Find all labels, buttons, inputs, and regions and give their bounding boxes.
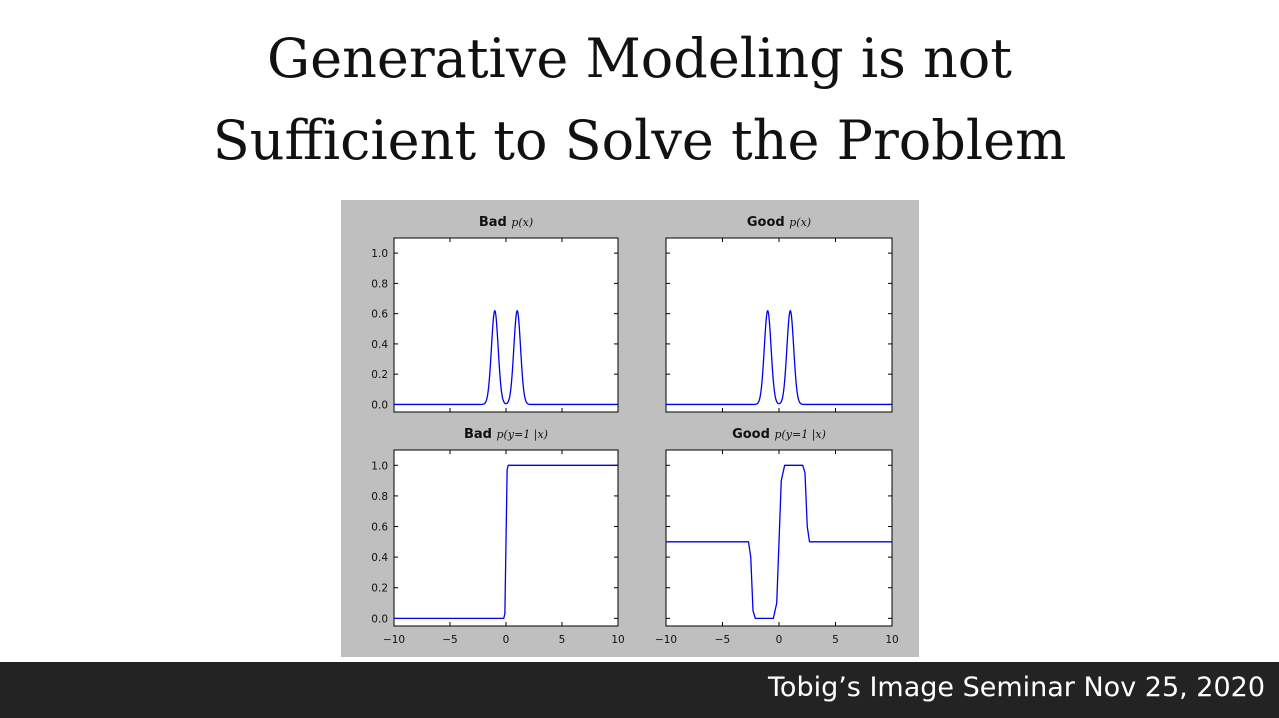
x-tick-label: 0: [503, 634, 510, 646]
y-tick-label: 0.8: [371, 491, 388, 503]
y-tick-label: 1.0: [371, 460, 388, 472]
chart-title-math: p(y=1 |x): [774, 428, 825, 442]
chart-title: Bad p(x): [479, 215, 533, 230]
plot-area: [665, 237, 893, 413]
plot-area: [393, 237, 619, 413]
chart-figure: Bad p(x) 1.0 0.8 0.6 0.4 0.2 0.0 Good p(x) Bad p…: [341, 200, 919, 657]
x-tick-label: 0: [776, 634, 783, 646]
chart-title: Good p(y=1 |x): [732, 427, 826, 442]
chart-title: Bad p(y=1 |x): [464, 427, 548, 442]
series-line-1: [394, 464, 618, 619]
x-tick-label: −10: [383, 634, 405, 646]
series-line-1: [666, 464, 892, 619]
chart-title: Good p(x): [747, 215, 811, 230]
y-tick-label: 1.0: [371, 248, 388, 260]
y-tick-label: 0.0: [371, 613, 388, 625]
chart-panel-2: Good p(x): [665, 215, 893, 413]
y-tick-label: 0.2: [371, 369, 388, 381]
chart-title-prefix: Good: [732, 427, 774, 442]
y-tick-label: 0.0: [371, 399, 388, 411]
chart-title-math: p(y=1 |x): [497, 428, 548, 442]
chart-title-prefix: Bad: [464, 427, 497, 442]
footer-text: Tobig’s Image Seminar Nov 25, 2020: [768, 672, 1265, 703]
y-tick-label: 0.6: [371, 522, 388, 534]
y-tick-label: 0.6: [371, 309, 388, 321]
chart-title-math: p(x): [511, 216, 533, 229]
slide-title-line-1: Generative Modeling is not: [267, 27, 1012, 90]
series-line-1: [393, 309, 619, 406]
y-tick-label: 0.2: [371, 583, 388, 595]
x-tick-label: 10: [611, 634, 624, 646]
y-tick-label: 0.4: [371, 552, 388, 564]
chart-panel-4: Good p(y=1 |x) −10 −5 0 5 10: [655, 427, 899, 646]
x-tick-label: −5: [715, 634, 730, 646]
slide-title-line-2: Sufficient to Solve the Problem: [212, 109, 1067, 172]
x-tick-label: −5: [442, 634, 457, 646]
chart-title-prefix: Good: [747, 215, 789, 230]
chart-title-prefix: Bad: [479, 215, 512, 230]
series-line-1: [665, 309, 893, 406]
y-tick-label: 0.4: [371, 339, 388, 351]
x-tick-label: 10: [885, 634, 898, 646]
y-tick-label: 0.8: [371, 278, 388, 290]
x-tick-label: 5: [559, 634, 566, 646]
x-tick-label: −10: [655, 634, 677, 646]
chart-title-math: p(x): [789, 216, 811, 229]
footer-bar: Tobig’s Image Seminar Nov 25, 2020: [0, 662, 1279, 718]
chart-panel-1: Bad p(x) 1.0 0.8 0.6 0.4 0.2 0.0: [371, 215, 619, 413]
slide-title: Generative Modeling is not Sufficient to…: [0, 18, 1279, 182]
x-tick-label: 5: [832, 634, 839, 646]
chart-panel-3: Bad p(y=1 |x) 1.0 0.8 0.6 0.4 0.2 0.0 −10 −5 0 5 10: [371, 427, 624, 646]
